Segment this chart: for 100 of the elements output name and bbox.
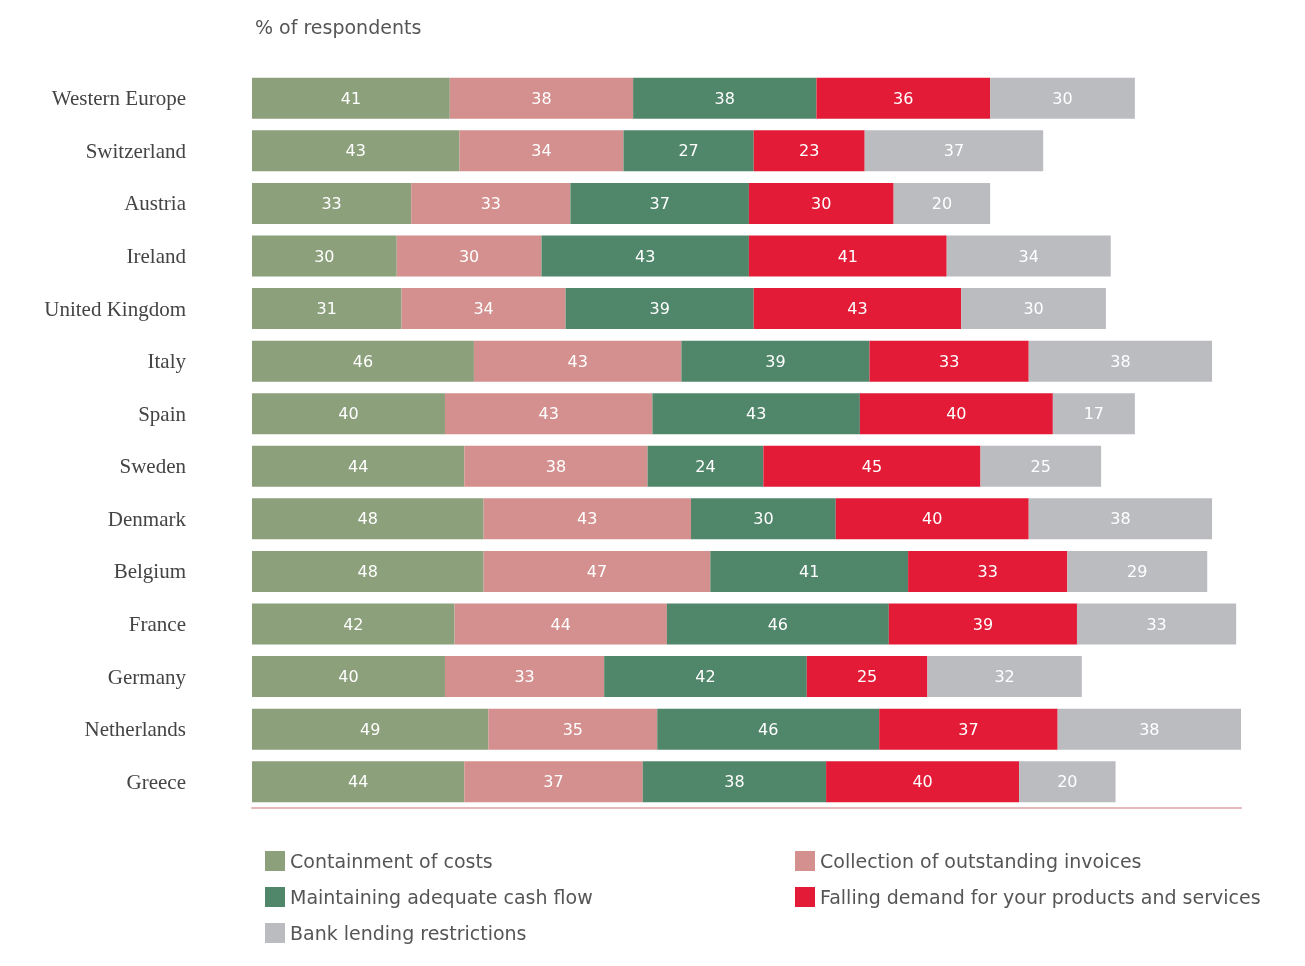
y-tick-label: Sweden [119, 454, 187, 479]
data-label: 37 [958, 719, 979, 739]
bar [411, 182, 571, 224]
bar [444, 393, 653, 435]
data-label: 49 [360, 719, 381, 739]
bar [946, 235, 1111, 277]
data-label: 39 [649, 299, 670, 319]
data-label: 48 [357, 509, 378, 529]
data-label: 38 [1139, 719, 1160, 739]
data-label: 29 [1127, 561, 1148, 581]
legend-label: Bank lending restrictions [290, 922, 527, 944]
data-label: 38 [545, 456, 567, 476]
data-label: 43 [577, 509, 598, 529]
data-label: 33 [977, 561, 998, 581]
bar [252, 340, 474, 382]
bar [252, 498, 484, 540]
bar [642, 761, 827, 803]
bar [449, 77, 634, 119]
bar [1067, 550, 1208, 592]
y-tick-label: France [128, 612, 186, 636]
y-tick-label: Greece [126, 769, 186, 794]
bar [444, 656, 605, 698]
bar [961, 288, 1106, 330]
data-label: 36 [893, 88, 914, 108]
bar [252, 656, 445, 698]
data-label: 20 [931, 193, 953, 213]
bar [748, 182, 894, 224]
data-label: 30 [753, 509, 774, 529]
data-label: 30 [458, 246, 480, 266]
data-label: 40 [922, 509, 943, 529]
data-label: 46 [758, 719, 779, 739]
data-label: 42 [343, 614, 364, 634]
data-label: 30 [314, 246, 335, 266]
bar [401, 288, 566, 330]
bar [893, 182, 991, 224]
data-label: 33 [514, 667, 535, 687]
bar [1028, 498, 1213, 540]
y-tick-label: Ireland [126, 244, 187, 268]
data-label: 41 [340, 88, 362, 108]
data-label: 40 [912, 772, 933, 792]
bar [666, 603, 889, 645]
bar [879, 708, 1058, 750]
legend-label: Collection of outstanding invoices [820, 850, 1142, 872]
bar [252, 235, 397, 277]
bar [657, 708, 880, 750]
bar [252, 130, 460, 172]
bar [1019, 761, 1116, 803]
data-label: 25 [1030, 456, 1051, 476]
bar [252, 761, 465, 803]
bar [459, 130, 624, 172]
bar [252, 393, 445, 435]
bar [473, 340, 682, 382]
bar [565, 288, 754, 330]
data-label: 43 [538, 404, 559, 424]
bar [464, 761, 643, 803]
data-label: 39 [972, 614, 994, 634]
bar [1052, 393, 1135, 435]
data-label: 32 [994, 667, 1015, 687]
bar [1076, 603, 1237, 645]
data-label: 43 [345, 141, 366, 161]
data-label: 46 [767, 614, 789, 634]
y-tick-label: Belgium [113, 559, 186, 584]
data-label: 38 [724, 772, 745, 792]
bar [623, 130, 754, 172]
bar [806, 656, 928, 698]
bar [990, 77, 1135, 119]
y-tick-label: Denmark [107, 506, 187, 531]
data-label: 27 [678, 141, 699, 161]
bar [859, 393, 1053, 435]
bar [252, 182, 412, 224]
bar [396, 235, 542, 277]
data-label: 38 [1110, 351, 1131, 371]
bar [604, 656, 807, 698]
data-label: 35 [562, 719, 583, 739]
y-tick-label: Italy [147, 349, 187, 374]
bar [252, 288, 402, 330]
bar [252, 445, 465, 487]
data-label: 42 [695, 667, 716, 687]
bar [633, 77, 817, 119]
bar [483, 550, 711, 592]
data-label: 34 [531, 141, 552, 161]
data-label: 38 [531, 88, 552, 108]
data-label: 34 [1018, 246, 1039, 266]
bar [454, 603, 667, 645]
data-label: 23 [799, 141, 820, 161]
bar [647, 445, 764, 487]
bar [488, 708, 658, 750]
bar [980, 445, 1102, 487]
data-label: 43 [745, 404, 767, 424]
data-label: 31 [316, 299, 337, 319]
bar [869, 340, 1029, 382]
data-label: 30 [1052, 88, 1073, 108]
data-label: 40 [338, 404, 359, 424]
data-label: 43 [635, 246, 656, 266]
bar [252, 603, 455, 645]
data-label: 46 [352, 351, 374, 371]
data-label: 33 [1146, 614, 1167, 634]
data-label: 38 [1110, 509, 1131, 529]
bar [864, 130, 1044, 172]
data-label: 30 [811, 193, 832, 213]
